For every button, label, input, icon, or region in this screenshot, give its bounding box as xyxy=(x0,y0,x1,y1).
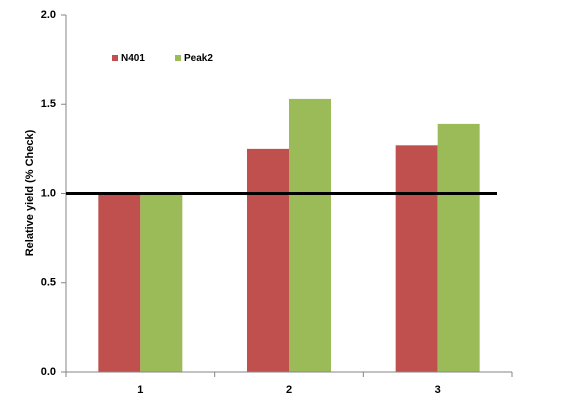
bar xyxy=(395,145,438,372)
y-tick-label: 1.0 xyxy=(41,187,56,199)
x-tick-label: 3 xyxy=(435,384,441,396)
y-axis-label: Relative yield (% Check) xyxy=(24,129,36,256)
y-tick-label: 0.5 xyxy=(41,277,56,289)
x-tick-label: 2 xyxy=(286,384,292,396)
legend-text: N401 xyxy=(121,53,145,64)
bar xyxy=(98,193,141,372)
bar xyxy=(289,98,331,373)
x-tick-label: 1 xyxy=(137,384,143,396)
y-tick-label: 1.5 xyxy=(41,98,56,110)
legend-swatch xyxy=(175,55,181,61)
bar xyxy=(437,123,480,372)
legend-text: Peak2 xyxy=(184,53,213,64)
y-tick-label: 2.0 xyxy=(41,9,56,21)
bar xyxy=(247,148,289,372)
y-tick-label: 0.0 xyxy=(41,366,56,378)
bar xyxy=(140,193,183,372)
legend-swatch xyxy=(112,55,118,61)
